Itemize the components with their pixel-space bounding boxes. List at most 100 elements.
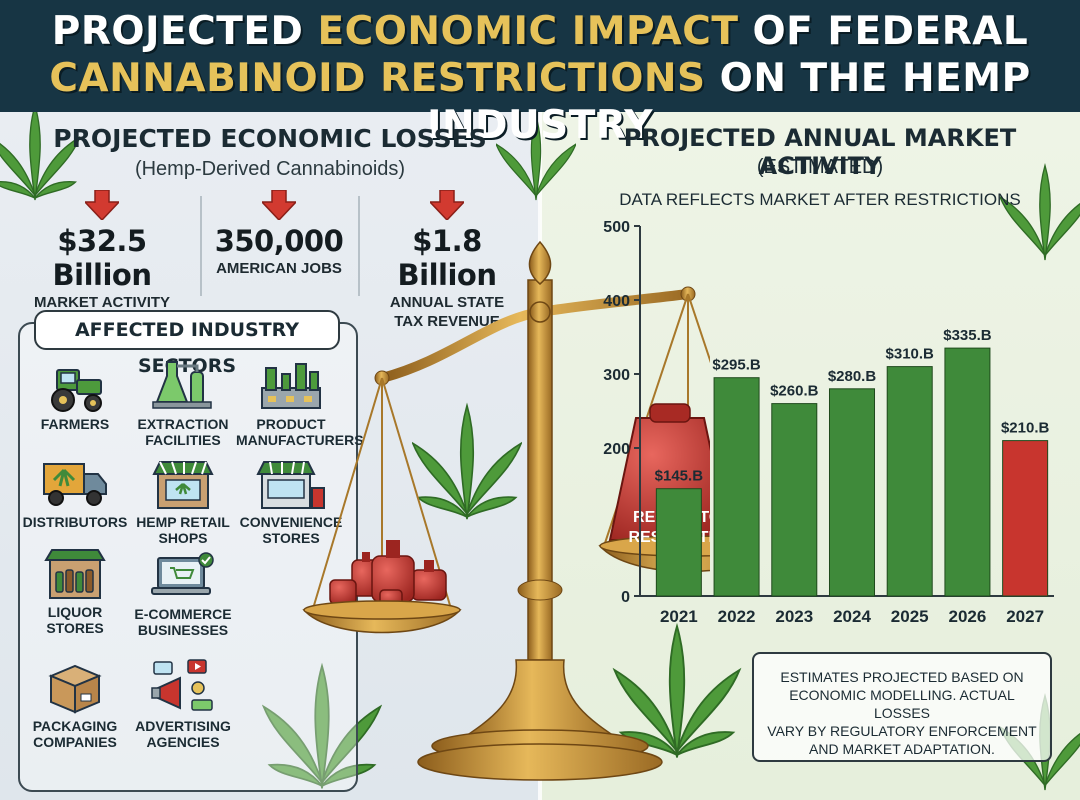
sector-label: PRODUCT xyxy=(256,416,326,432)
sector-label: ADVERTISING xyxy=(135,718,231,734)
bar xyxy=(655,488,702,597)
losses-title: PROJECTED ECONOMIC LOSSES xyxy=(53,124,487,153)
title-highlight: CANNABINOID RESTRICTIONS xyxy=(49,56,706,101)
sector-packaging: PACKAGING COMPANIES xyxy=(20,658,130,750)
lab-flask-icon xyxy=(152,361,212,409)
stat-divider xyxy=(200,196,202,296)
disclaimer-line: AND MARKET ADAPTATION. xyxy=(809,741,995,757)
sector-label: AGENCIES xyxy=(146,734,220,750)
sector-label: COMPANIES xyxy=(33,734,117,750)
sector-label: DISTRIBUTORS xyxy=(22,514,128,530)
stat-divider xyxy=(358,196,360,296)
bar xyxy=(1002,440,1049,597)
tractor-icon xyxy=(51,369,102,412)
title-part: ON THE HEMP INDUSTRY xyxy=(426,56,1031,148)
convenience-store-icon xyxy=(256,461,325,509)
x-tick-label: 2025 xyxy=(891,607,929,626)
sector-label: CONVENIENCE xyxy=(239,514,343,530)
market-subtitle: (ESTIMATED) xyxy=(756,156,884,178)
y-tick-label: 400 xyxy=(603,293,630,310)
sector-label: EXTRACTION xyxy=(137,416,229,432)
disclaimer-line: ECONOMIC MODELLING. ACTUAL LOSSES xyxy=(789,687,1015,721)
y-tick-label: 200 xyxy=(603,441,630,458)
x-tick-label: 2023 xyxy=(775,607,813,626)
hemp-leaf-icon xyxy=(262,662,382,789)
bar xyxy=(944,347,991,597)
sector-label: FARMERS xyxy=(40,416,110,432)
balance-scale-illustration: REGULATORY RESTRICTIONS xyxy=(302,240,710,781)
bar xyxy=(771,403,818,597)
bar-value-label: $295.B xyxy=(712,357,761,374)
market-note: DATA REFLECTS MARKET AFTER RESTRICTIONS xyxy=(619,190,1021,209)
sector-farmers: FARMERS xyxy=(20,362,130,432)
sectors-title: AFFECTED INDUSTRY SECTORS xyxy=(34,310,340,377)
hemp-leaf-icon xyxy=(1000,163,1080,261)
stat-label: ANNUAL STATE xyxy=(389,294,505,311)
title-part: PROJECTED xyxy=(51,9,318,54)
sector-label: STORES xyxy=(46,620,104,636)
bar-value-label: $335.B xyxy=(943,327,992,344)
bar-value-label: $260.B xyxy=(770,383,819,400)
stat-market-activity: $32.5 Billion MARKET ACTIVITY xyxy=(12,190,192,311)
sector-label: FACILITIES xyxy=(145,432,221,448)
sector-label: PACKAGING xyxy=(32,718,118,734)
sector-label: E-COMMERCE xyxy=(134,606,232,622)
storefront-icon xyxy=(152,461,214,509)
factory-icon xyxy=(261,363,321,409)
sector-label: LIQUOR xyxy=(47,604,103,620)
hemp-leaf-icon xyxy=(0,103,80,201)
y-tick-label: 0 xyxy=(621,589,630,606)
bar-value-label: $210.B xyxy=(1001,420,1050,437)
bar xyxy=(886,366,933,597)
sector-convenience: CONVENIENCE STORES xyxy=(236,458,346,546)
stat-jobs: 350,000 AMERICAN JOBS xyxy=(204,190,354,277)
disclaimer-box: ESTIMATES PROJECTED BASED ON ECONOMIC MO… xyxy=(752,652,1052,762)
bar-value-label: $310.B xyxy=(886,346,935,363)
stat-label: MARKET ACTIVITY xyxy=(33,294,171,311)
bar xyxy=(828,388,876,597)
stat-label: TAX REVENUE xyxy=(394,313,500,330)
disclaimer-line: ESTIMATES PROJECTED BASED ON xyxy=(780,669,1024,685)
market-bar-chart: 0 200 300 400 500 $145.B 2021 $295.B 2022 $260.B 2… xyxy=(603,219,1054,626)
sector-label: MANUFACTURERS xyxy=(236,432,364,448)
delivery-truck-icon xyxy=(43,463,107,506)
megaphone-icon xyxy=(151,659,213,711)
stat-value: 350,000 xyxy=(214,224,344,258)
x-tick-label: 2027 xyxy=(1006,607,1044,626)
y-tick-label: 300 xyxy=(603,367,630,384)
liquor-bottles-icon xyxy=(44,549,106,599)
sector-label: HEMP RETAIL xyxy=(136,514,230,530)
losses-subtitle: (Hemp-Derived Cannabinoids) xyxy=(134,158,406,180)
stat-value: $32.5 Billion xyxy=(52,224,152,292)
cardboard-box-icon xyxy=(48,664,102,714)
x-tick-label: 2021 xyxy=(660,607,698,626)
down-arrow-icon xyxy=(430,190,464,220)
sector-ecommerce: E-COMMERCE BUSINESSES xyxy=(128,552,238,638)
down-arrow-icon xyxy=(262,190,296,220)
hemp-leaf-icon xyxy=(412,402,522,520)
x-tick-label: 2024 xyxy=(833,607,871,626)
bar-value-label: $280.B xyxy=(828,368,877,385)
x-tick-label: 2022 xyxy=(718,607,756,626)
down-arrow-icon xyxy=(85,190,119,220)
header-banner: PROJECTED ECONOMIC IMPACT OF FEDERAL CAN… xyxy=(0,0,1080,148)
sector-label: SHOPS xyxy=(158,530,208,546)
sector-extraction: EXTRACTION FACILITIES xyxy=(128,358,238,448)
market-title: PROJECTED ANNUAL MARKET ACTIVITY xyxy=(623,124,1017,180)
sector-manufacturers: PRODUCT MANUFACTURERS xyxy=(236,358,364,448)
bar-value-label: $145.B xyxy=(655,468,704,485)
title-part: OF FEDERAL xyxy=(738,9,1029,54)
stat-value: $1.8 Billion xyxy=(397,224,497,292)
x-tick-label: 2026 xyxy=(949,607,987,626)
page-title: PROJECTED ECONOMIC IMPACT OF FEDERAL CAN… xyxy=(0,8,1080,149)
hemp-leaf-icon xyxy=(496,113,576,201)
laptop-cart-icon xyxy=(151,552,214,595)
sector-label: BUSINESSES xyxy=(137,622,229,638)
stat-label: AMERICAN JOBS xyxy=(216,260,342,277)
disclaimer-line: VARY BY REGULATORY ENFORCEMENT xyxy=(767,723,1037,739)
sector-label: STORES xyxy=(262,530,320,546)
y-tick-label: 500 xyxy=(603,219,630,236)
sector-liquor: LIQUOR STORES xyxy=(20,548,130,636)
bar xyxy=(713,377,760,597)
sector-distributors: DISTRIBUTORS xyxy=(20,458,130,530)
